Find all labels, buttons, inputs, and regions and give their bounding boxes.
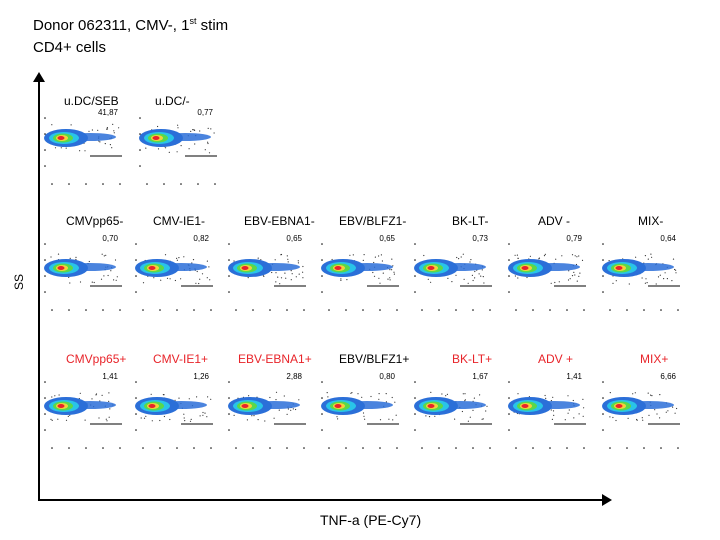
gate-percentage: 0,65 [286,234,302,243]
gate-percentage: 0,65 [379,234,395,243]
gate-percentage: 1,67 [472,372,488,381]
dot-plot [414,381,492,449]
dot-plot [135,381,213,449]
gate-percentage: 1,26 [193,372,209,381]
gate-percentage: 6,66 [660,372,676,381]
plot-label: EBV/BLFZ1+ [339,352,410,366]
flow-cytometry-plot: 1,26 [133,372,217,450]
title-line-2: CD4+ cells [33,39,106,56]
dot-plot [228,243,306,311]
flow-cytometry-plot: 0,64 [600,234,684,312]
dot-plot [321,381,399,449]
dot-plot [508,381,586,449]
gate-percentage: 1,41 [566,372,582,381]
dot-plot [228,381,306,449]
x-axis-line [38,499,604,501]
plot-label: BK-LT- [452,214,489,228]
flow-cytometry-plot: 0,79 [506,234,590,312]
gate-percentage: 0,79 [566,234,582,243]
flow-cytometry-plot: 0,65 [319,234,403,312]
dot-plot [321,243,399,311]
x-axis-arrowhead [602,494,612,506]
dot-plot [44,243,122,311]
gate-percentage: 0,64 [660,234,676,243]
flow-cytometry-plot: 41,87 [42,108,126,186]
gate-percentage: 0,80 [379,372,395,381]
flow-cytometry-plot: 0,70 [42,234,126,312]
plot-label: ADV + [538,352,574,366]
flow-cytometry-plot: 1,41 [506,372,590,450]
flow-cytometry-plot: 1,67 [412,372,496,450]
gate-percentage: 41,87 [97,108,118,117]
plot-label: CMV-IE1- [153,214,206,228]
plot-label: MIX- [638,214,664,228]
plot-label: u.DC/- [155,94,190,108]
y-axis-line [38,80,40,500]
plot-label: EBV-EBNA1- [244,214,315,228]
plot-label: EBV-EBNA1+ [238,352,312,366]
plot-label: CMVpp65+ [66,352,127,366]
flow-cytometry-plot: 0,82 [133,234,217,312]
plot-label: EBV/BLFZ1- [339,214,407,228]
gate-percentage: 0,70 [102,234,118,243]
dot-plot [135,243,213,311]
flow-cytometry-plot: 1,41 [42,372,126,450]
y-axis-arrowhead [33,72,45,82]
plot-label: CMV-IE1+ [153,352,209,366]
gate-percentage: 0,82 [193,234,209,243]
figure-title: Donor 062311, CMV-, 1st stim CD4+ cells [33,10,228,59]
plot-label: BK-LT+ [452,352,493,366]
flow-cytometry-plot: 0,65 [226,234,310,312]
dot-plot [44,381,122,449]
dot-plot [139,117,217,185]
gate-percentage: 0,73 [472,234,488,243]
flow-cytometry-plot: 2,88 [226,372,310,450]
dot-plot [414,243,492,311]
y-axis-label: SS [12,273,26,290]
dot-plot [44,117,122,185]
flow-cytometry-plot: 0,77 [137,108,221,186]
gate-percentage: 2,88 [286,372,302,381]
dot-plot [602,243,680,311]
title-line-1: Donor 062311, CMV-, 1st stim [33,16,229,34]
flow-cytometry-plot: 0,80 [319,372,403,450]
x-axis-label: TNF-a (PE-Cy7) [320,512,422,528]
plot-label: u.DC/SEB [64,94,119,108]
dot-plot [508,243,586,311]
gate-percentage: 1,41 [102,372,118,381]
plot-label: CMVpp65- [66,214,124,228]
plot-label: MIX+ [640,352,669,366]
flow-cytometry-plot: 0,73 [412,234,496,312]
gate-percentage: 0,77 [197,108,213,117]
plot-label: ADV - [538,214,571,228]
flow-cytometry-plot: 6,66 [600,372,684,450]
dot-plot [602,381,680,449]
